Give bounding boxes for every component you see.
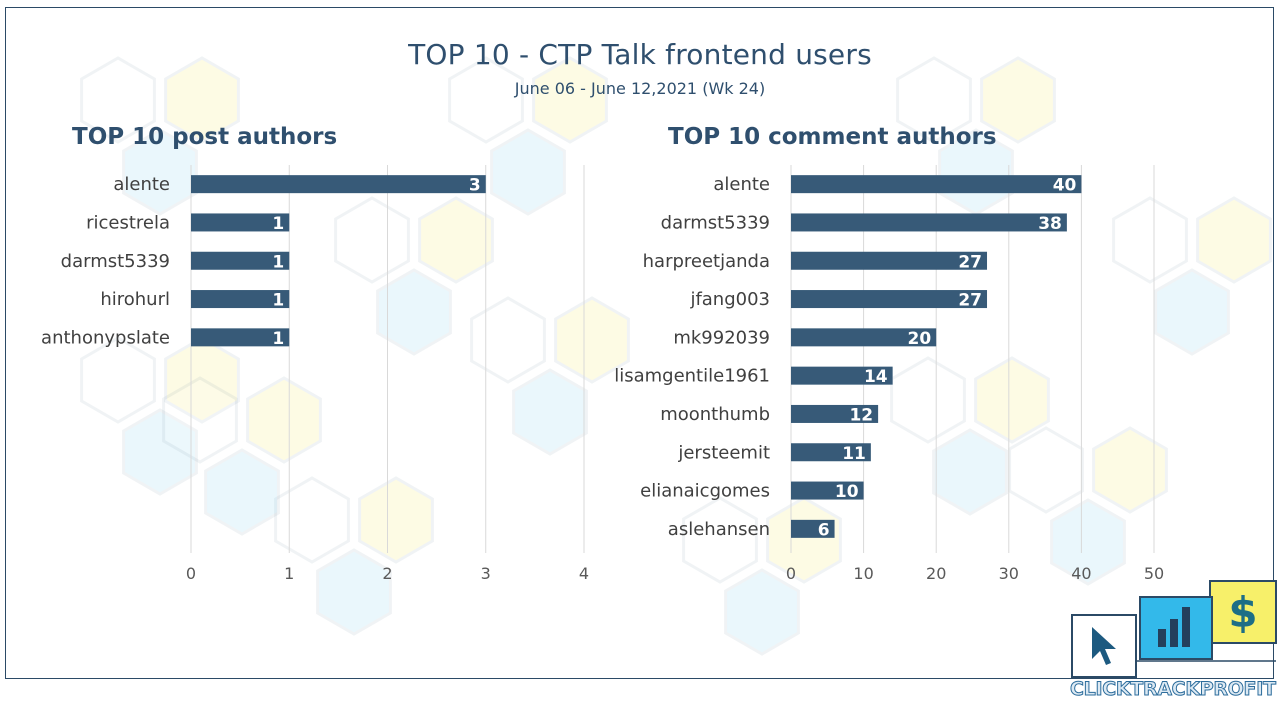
comment-data-label: 11: [842, 444, 866, 464]
comment-bar: [791, 481, 864, 500]
comment-data-label: 12: [849, 405, 873, 425]
post-category-label: alente: [113, 174, 170, 195]
comment-category-label: mk992039: [673, 327, 770, 348]
comment-tick-label: 0: [786, 564, 796, 583]
post-category-label: ricestrela: [86, 212, 170, 233]
page-title: TOP 10 - CTP Talk frontend users: [408, 38, 872, 71]
post-category-label: darmst5339: [61, 251, 170, 272]
brand-text: CLICKTRACKPROFIT: [1070, 678, 1277, 701]
post-bar: [191, 251, 290, 270]
post-tick-label: 4: [579, 564, 589, 583]
comment-category-label: lisamgentile1961: [614, 366, 770, 387]
comment-category-label: jfang003: [689, 289, 770, 310]
svg-text:$: $: [1228, 588, 1257, 637]
comment-category-label: alente: [713, 174, 770, 195]
comment-data-label: 27: [958, 291, 982, 311]
comment-bar: [791, 366, 893, 385]
comment-bar: [791, 443, 871, 462]
post-bar: [191, 175, 486, 194]
post-tick-label: 0: [186, 564, 196, 583]
comment-tick-label: 40: [1071, 564, 1091, 583]
watermark-tile: [80, 336, 240, 496]
comment-data-label: 10: [835, 482, 859, 502]
comment-chart-title: TOP 10 comment authors: [668, 124, 997, 150]
comment-data-label: 20: [908, 329, 932, 349]
watermark-tile: [80, 56, 240, 216]
comment-tick-label: 10: [853, 564, 873, 583]
post-data-label: 1: [272, 329, 284, 349]
comment-category-label: jersteemit: [677, 442, 770, 463]
comment-category-label: elianaicgomes: [640, 481, 770, 502]
comment-tick-label: 30: [999, 564, 1019, 583]
post-data-label: 1: [272, 252, 284, 272]
comment-category-label: moonthumb: [660, 404, 770, 425]
comment-bar: [791, 328, 937, 347]
comment-data-label: 38: [1038, 214, 1062, 234]
comment-category-label: darmst5339: [661, 212, 770, 233]
post-tick-label: 1: [284, 564, 294, 583]
post-bar: [191, 290, 290, 309]
post-chart-title: TOP 10 post authors: [72, 124, 338, 150]
comment-tick-label: 50: [1144, 564, 1164, 583]
watermark-tile: [1008, 426, 1168, 586]
comment-category-label: harpreetjanda: [643, 251, 770, 272]
watermark-tile: [1112, 196, 1272, 356]
page-subtitle: June 06 - June 12,2021 (Wk 24): [514, 79, 766, 98]
comment-data-label: 14: [864, 367, 888, 387]
watermark-tile: [470, 296, 630, 456]
comment-data-label: 6: [818, 520, 830, 540]
post-tick-label: 2: [382, 564, 392, 583]
chart-frame: [5, 7, 1274, 679]
comment-category-label: aslehansen: [668, 519, 770, 540]
watermark-tile: [162, 376, 322, 536]
post-data-label: 1: [272, 291, 284, 311]
watermark-tile: [890, 356, 1050, 516]
watermark-tile: [334, 196, 494, 356]
comment-bar: [791, 251, 988, 270]
comment-tick-label: 20: [926, 564, 946, 583]
comment-bar: [791, 213, 1067, 232]
comment-data-label: 40: [1053, 176, 1077, 196]
comment-bar: [791, 290, 988, 309]
post-category-label: hirohurl: [100, 289, 170, 310]
clicktrackprofit-logo: $: [1071, 580, 1277, 678]
watermark-tile: [274, 476, 434, 636]
post-bar: [191, 328, 290, 347]
post-data-label: 1: [272, 214, 284, 234]
comment-bar: [791, 519, 835, 538]
post-bar: [191, 213, 290, 232]
comment-bar: [791, 404, 879, 423]
watermark-tile: [682, 496, 842, 656]
comment-data-label: 27: [958, 252, 982, 272]
comment-bar: [791, 175, 1082, 194]
post-tick-label: 3: [481, 564, 491, 583]
post-data-label: 3: [469, 176, 481, 196]
post-category-label: anthonypslate: [41, 327, 170, 348]
watermark-tile: [448, 56, 608, 216]
